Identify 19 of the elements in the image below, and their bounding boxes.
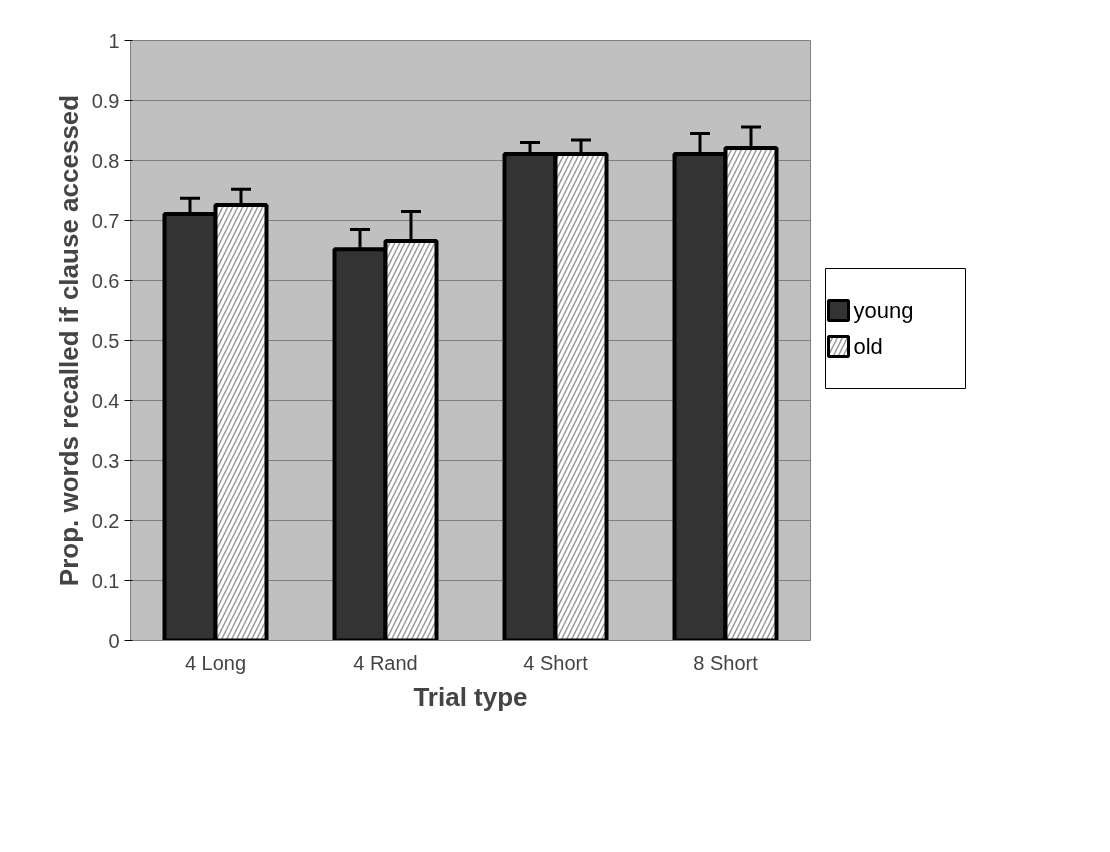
x-tick-label: 4 Short: [523, 651, 589, 674]
y-tick-label: 0: [108, 629, 120, 652]
legend-label: old: [853, 334, 883, 359]
x-tick-label: 8 Short: [693, 651, 759, 674]
x-axis-title: Trial type: [413, 681, 528, 712]
y-tick-label: 1: [108, 29, 120, 52]
x-tick-label: 4 Rand: [353, 651, 418, 674]
y-tick-label: 0.9: [91, 89, 120, 112]
y-tick-label: 0.1: [91, 569, 120, 592]
y-tick-label: 0.5: [91, 329, 120, 352]
x-tick-label: 4 Long: [184, 651, 247, 674]
y-tick-label: 0.6: [91, 269, 120, 292]
y-axis-title: Prop. words recalled if clause accessed: [53, 94, 84, 587]
legend-label: young: [853, 298, 914, 323]
y-tick-label: 0.8: [91, 149, 120, 172]
y-tick-label: 0.7: [91, 209, 120, 232]
y-tick-label: 0.2: [91, 509, 120, 532]
y-tick-label: 0.3: [91, 449, 120, 472]
y-tick-label: 0.4: [91, 389, 120, 412]
